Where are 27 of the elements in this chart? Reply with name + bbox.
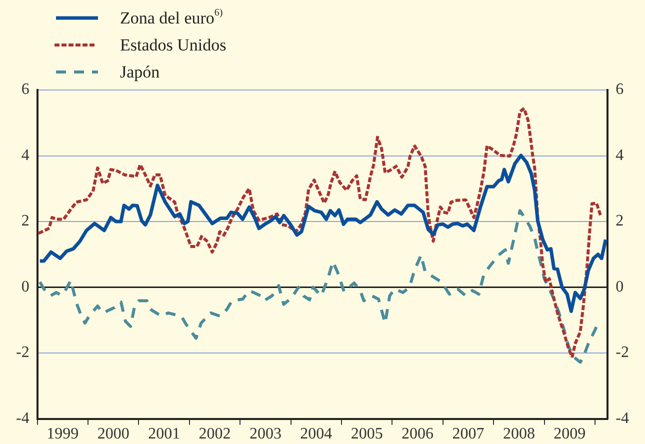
y-tick-label: 0 xyxy=(21,278,30,296)
x-tick-label: 2003 xyxy=(249,426,282,443)
y-tick-label: 6 xyxy=(21,81,30,98)
legend-label: Estados Unidos xyxy=(120,35,226,54)
x-tick-label: 2009 xyxy=(554,426,586,443)
x-tick-label: 2006 xyxy=(402,426,434,443)
x-tick-label: 1999 xyxy=(46,426,79,443)
y2-tick-label: 0 xyxy=(616,278,624,296)
y2-tick-label: -4 xyxy=(616,410,629,428)
line-series xyxy=(38,209,600,364)
x-tick-label: 2002 xyxy=(198,426,231,443)
y2-tick-label: 4 xyxy=(616,146,624,164)
x-tick-label: 2001 xyxy=(148,426,180,443)
y-tick-label: 4 xyxy=(21,146,30,164)
x-tick-label: 2000 xyxy=(97,426,130,443)
x-tick-label: 2007 xyxy=(452,426,484,443)
line-series xyxy=(38,106,602,358)
y-tick-label: 2 xyxy=(21,212,30,230)
y2-tick-label: -2 xyxy=(616,344,629,362)
x-tick-label: 2005 xyxy=(350,426,383,443)
y-tick-label: -2 xyxy=(16,344,30,362)
y2-tick-label: 6 xyxy=(616,81,624,98)
x-tick-label: 2008 xyxy=(502,426,535,443)
y-tick-label: -4 xyxy=(16,410,30,428)
legend-label: Japón xyxy=(120,62,160,82)
y2-tick-label: 2 xyxy=(616,212,624,230)
x-tick-label: 2004 xyxy=(300,426,332,443)
